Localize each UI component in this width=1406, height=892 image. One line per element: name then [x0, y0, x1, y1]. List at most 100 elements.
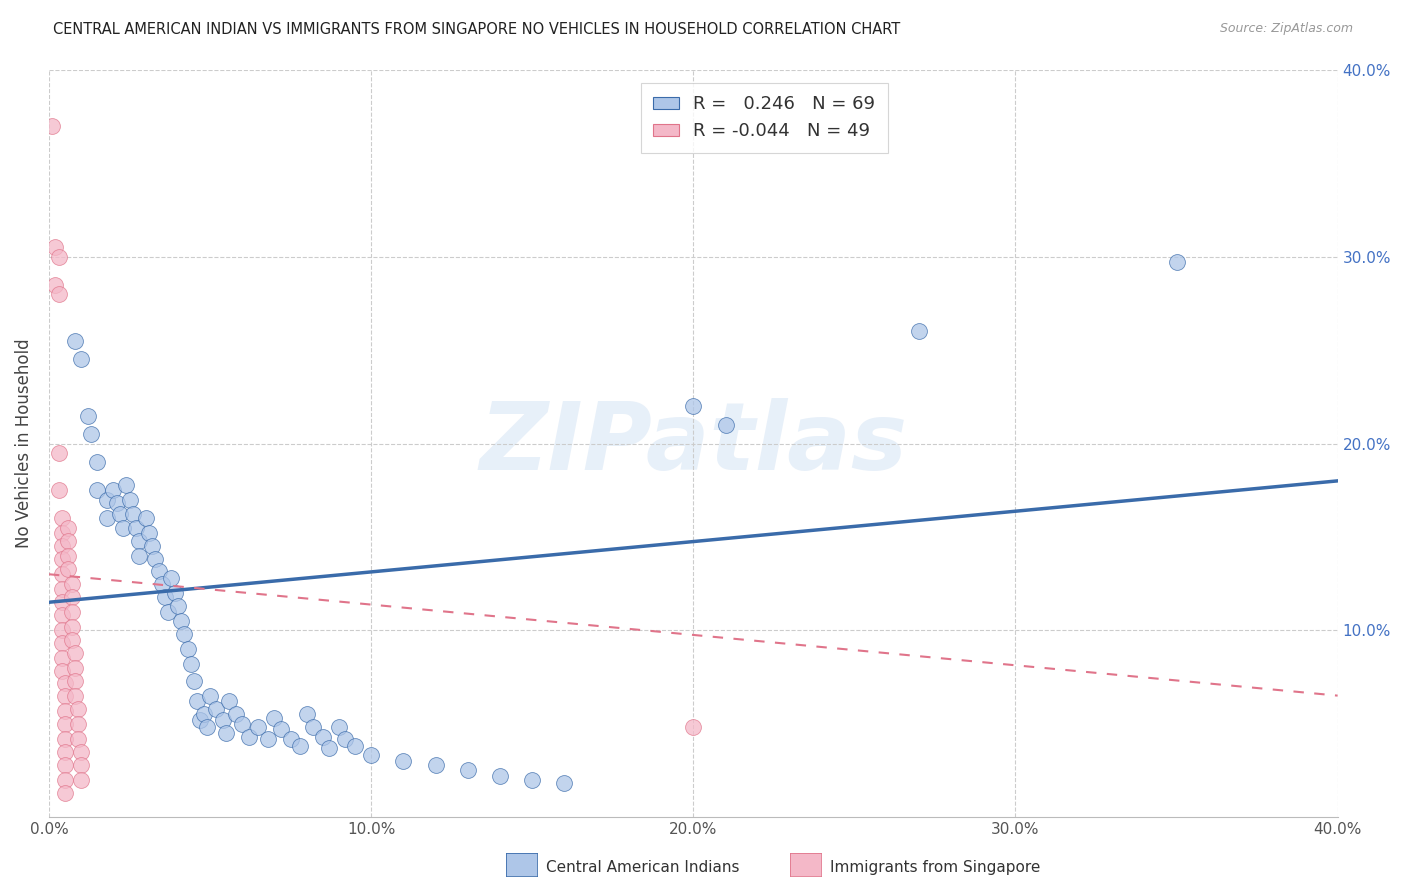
Point: [138, 526, 160, 541]
Point: [425, 757, 447, 772]
Text: Immigrants from Singapore: Immigrants from Singapore: [830, 861, 1040, 875]
Point: [86, 455, 108, 469]
Point: [53, 745, 76, 759]
Point: [335, 731, 357, 746]
Point: [51, 608, 73, 623]
Point: [157, 605, 180, 619]
Point: [103, 483, 125, 498]
Text: CENTRAL AMERICAN INDIAN VS IMMIGRANTS FROM SINGAPORE NO VEHICLES IN HOUSEHOLD CO: CENTRAL AMERICAN INDIAN VS IMMIGRANTS FR…: [53, 22, 901, 37]
Point: [63, 646, 86, 660]
Point: [215, 726, 238, 740]
Point: [63, 334, 86, 348]
Point: [108, 508, 131, 522]
Point: [48, 446, 70, 460]
Point: [263, 711, 285, 725]
Point: [360, 748, 382, 763]
Point: [48, 250, 70, 264]
Point: [60, 632, 83, 647]
Point: [125, 520, 148, 534]
Point: [238, 730, 260, 744]
Point: [60, 605, 83, 619]
Point: [148, 564, 170, 578]
Point: [489, 769, 512, 783]
Point: [63, 660, 86, 674]
Point: [290, 739, 312, 753]
Point: [66, 701, 89, 715]
Point: [141, 539, 163, 553]
Point: [41, 54, 63, 68]
Point: [51, 539, 73, 553]
Point: [128, 533, 150, 548]
Point: [53, 786, 76, 800]
Point: [60, 576, 83, 591]
Y-axis label: No Vehicles in Household: No Vehicles in Household: [15, 339, 32, 549]
Point: [328, 720, 350, 734]
Point: [344, 739, 367, 753]
Point: [53, 716, 76, 731]
Point: [41, 119, 63, 133]
Point: [80, 427, 103, 442]
Point: [70, 352, 93, 367]
Point: [170, 614, 193, 628]
Point: [195, 720, 218, 734]
Point: [1166, 255, 1188, 269]
Point: [60, 619, 83, 633]
Point: [205, 701, 228, 715]
Point: [66, 731, 89, 746]
Point: [212, 713, 235, 727]
Point: [53, 675, 76, 690]
Point: [682, 720, 704, 734]
Point: [51, 511, 73, 525]
Point: [48, 287, 70, 301]
Point: [908, 325, 931, 339]
Point: [143, 552, 166, 566]
Text: Source: ZipAtlas.com: Source: ZipAtlas.com: [1219, 22, 1353, 36]
Point: [553, 776, 575, 790]
Point: [112, 520, 135, 534]
Point: [58, 533, 80, 548]
Point: [51, 582, 73, 597]
Point: [714, 417, 737, 432]
Point: [63, 689, 86, 703]
Point: [186, 694, 208, 708]
Point: [247, 720, 270, 734]
Point: [115, 477, 138, 491]
Point: [231, 716, 253, 731]
Point: [51, 567, 73, 582]
Point: [150, 576, 173, 591]
Point: [270, 723, 292, 737]
Point: [302, 720, 325, 734]
Point: [51, 636, 73, 650]
Point: [53, 772, 76, 787]
Point: [193, 707, 215, 722]
Point: [53, 757, 76, 772]
Point: [312, 730, 335, 744]
Point: [86, 483, 108, 498]
Point: [44, 240, 66, 254]
Point: [173, 627, 195, 641]
Point: [66, 716, 89, 731]
Point: [51, 624, 73, 638]
Point: [457, 764, 479, 778]
Point: [96, 511, 118, 525]
Point: [51, 665, 73, 679]
Text: Central American Indians: Central American Indians: [546, 861, 740, 875]
Point: [58, 520, 80, 534]
Point: [257, 731, 280, 746]
Point: [70, 757, 93, 772]
Point: [96, 492, 118, 507]
Point: [163, 586, 186, 600]
Point: [60, 590, 83, 604]
Point: [153, 590, 176, 604]
Point: [190, 713, 212, 727]
Point: [295, 707, 318, 722]
Point: [53, 704, 76, 718]
Point: [51, 526, 73, 541]
Point: [58, 549, 80, 563]
Point: [118, 492, 141, 507]
Text: ZIPatlas: ZIPatlas: [479, 398, 907, 490]
Point: [70, 745, 93, 759]
Point: [160, 571, 183, 585]
Point: [180, 657, 202, 671]
Point: [48, 483, 70, 498]
